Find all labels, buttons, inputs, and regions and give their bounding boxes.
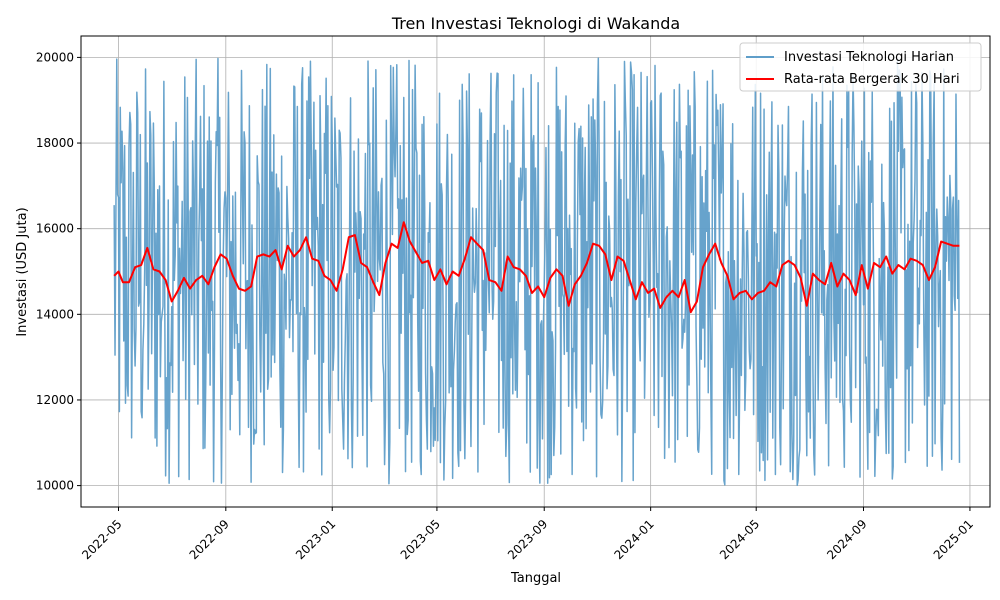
legend-label-daily: Investasi Teknologi Harian [784, 50, 954, 65]
y-tick-label: 14000 [36, 307, 74, 321]
daily-series [113, 57, 961, 487]
x-axis-label: Tanggal [510, 571, 561, 586]
daily-series-line [113, 57, 961, 487]
legend-box [739, 42, 982, 92]
plot-area [80, 35, 991, 508]
y-axis-label: Investasi (USD Juta) [15, 207, 30, 336]
legend: Investasi Teknologi Harian Rata-rata Ber… [739, 42, 982, 92]
y-tick-label: 16000 [36, 222, 74, 236]
y-tick-label: 12000 [36, 393, 74, 407]
y-tick-label: 20000 [36, 50, 74, 64]
plot-frame [80, 35, 991, 508]
chart-title: Tren Investasi Teknologi di Wakanda [391, 14, 680, 33]
moving-average-line [113, 221, 960, 314]
y-tick-label: 18000 [36, 136, 74, 150]
moving-average-series [113, 221, 960, 314]
y-axis: 10000 12000 14000 16000 18000 20000 [36, 50, 81, 493]
legend-label-moving-average: Rata-rata Bergerak 30 Hari [784, 72, 960, 87]
y-tick-label: 10000 [36, 479, 74, 493]
